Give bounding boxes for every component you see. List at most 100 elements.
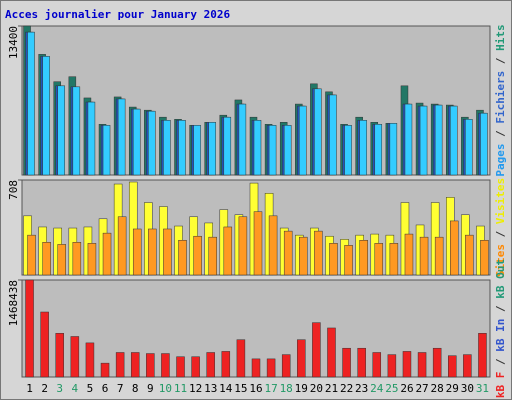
bar [72,86,81,176]
max-label: 13400 [7,26,20,59]
bar [208,236,217,276]
bar [178,239,187,276]
bar [42,56,50,176]
legend: kB F / kB In / kB Out [494,259,507,398]
bar [450,220,459,276]
bar [40,311,49,378]
legend-separator: / [494,51,507,71]
legend-separator: / [494,299,507,319]
x-tick-label: 22 [340,382,353,395]
x-tick-label: 16 [249,382,262,395]
legend-entry: kB In [494,319,507,352]
bar [130,352,140,378]
x-tick-label: 31 [476,382,489,395]
bar [387,354,397,378]
bar [268,125,277,176]
bar [417,352,427,378]
bar [342,347,351,378]
bar [314,230,323,276]
x-tick-label: 24 [370,382,384,395]
bar [450,105,458,176]
bar [478,333,487,378]
bar [329,243,338,276]
x-tick-label: 2 [41,382,48,395]
bar [359,120,367,176]
bar [223,226,233,276]
bar [27,234,36,276]
bar [419,236,429,276]
bar [253,211,263,276]
bar [268,215,278,276]
bar [448,355,457,378]
bar [87,101,96,176]
bar [176,356,185,378]
x-tick-label: 15 [234,382,247,395]
x-tick-label: 27 [415,382,428,395]
bar [402,351,412,378]
bar [238,216,248,276]
bar [283,230,293,276]
bar [42,242,51,276]
bar [221,351,231,378]
bar [314,88,322,176]
bar [72,242,82,276]
bar [374,124,383,176]
bar [329,94,337,176]
bar [148,228,157,276]
bar [178,120,186,176]
bar [283,125,292,176]
bar [70,336,80,378]
x-tick-label: 19 [295,382,308,395]
bar [161,353,170,378]
bar [100,362,110,378]
bar [57,244,66,276]
x-tick-label: 18 [280,382,293,395]
bar [163,120,171,176]
bar [299,105,307,176]
bar [25,279,34,378]
bar [480,239,489,276]
bar [344,125,352,176]
bar [206,352,215,378]
x-tick-label: 9 [147,382,154,395]
bar [208,122,216,176]
bar [372,352,382,378]
chart-title: Acces journalier pour January 2026 [5,8,231,21]
x-tick-label: 20 [310,382,323,395]
bar [359,239,368,276]
bar [238,103,247,176]
legend-entry: Pages [494,144,507,177]
bar [193,125,201,176]
bar [434,104,443,176]
bar [432,347,442,378]
max-label: 708 [7,180,20,200]
bar [223,116,232,176]
x-tick-label: 11 [174,382,187,395]
bar [148,110,156,176]
x-tick-label: 10 [159,382,172,395]
bar [87,243,97,276]
bar [480,112,488,176]
bar [344,245,353,276]
x-tick-label: 28 [431,382,444,395]
bar [404,103,413,176]
bar [115,352,125,378]
x-tick-label: 7 [117,382,124,395]
x-tick-label: 1 [26,382,33,395]
bar [463,354,472,378]
x-tick-label: 13 [204,382,217,395]
bar [404,233,414,276]
x-tick-label: 17 [264,382,277,395]
x-tick-label: 26 [400,382,413,395]
bar [85,342,95,378]
bar [374,243,384,276]
bar [389,123,398,176]
bar [434,236,444,276]
x-tick-label: 4 [72,382,79,395]
legend: Pages / Fichiers / Hits [494,24,507,176]
legend: Sites / Visites [494,178,507,277]
x-tick-label: 8 [132,382,139,395]
bar [102,232,112,276]
x-tick-label: 21 [325,382,338,395]
